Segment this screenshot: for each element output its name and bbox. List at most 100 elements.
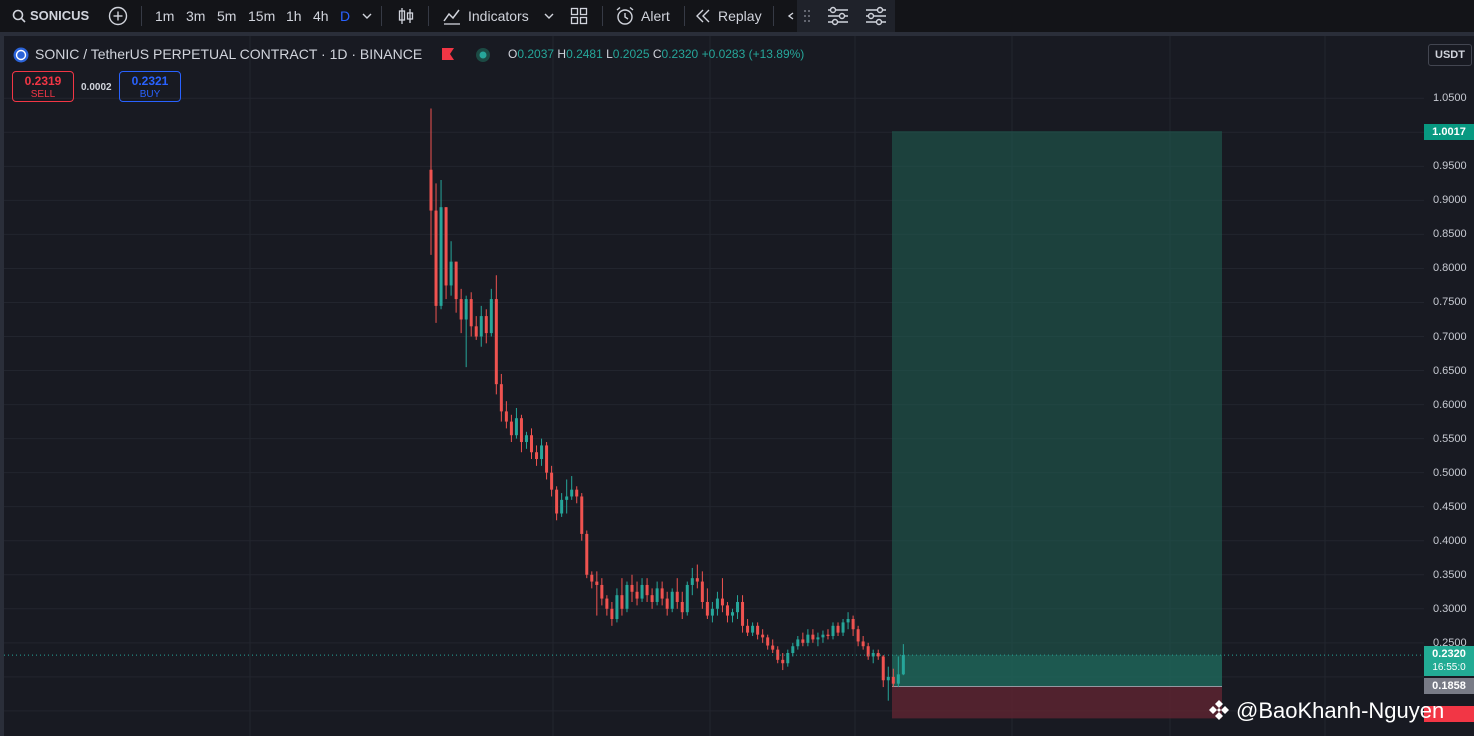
candlestick-chart[interactable]	[4, 36, 1424, 736]
candle-body	[670, 591, 674, 609]
candle-body	[856, 629, 860, 642]
timeframe-3m[interactable]: 3m	[186, 8, 206, 24]
indicators-icon[interactable]	[442, 6, 462, 26]
buy-label: BUY	[139, 89, 161, 100]
candle-body	[580, 496, 584, 534]
candle-body	[535, 452, 539, 460]
symbol-search[interactable]: SONICUSI	[30, 8, 90, 23]
price-tick-label: 0.9000	[1433, 194, 1467, 207]
candle-body	[434, 210, 438, 306]
candle-body	[821, 634, 825, 638]
alert-button[interactable]: Alert	[641, 8, 670, 24]
candle-body	[605, 598, 609, 609]
candle-body	[660, 588, 664, 599]
candles-group	[429, 108, 905, 701]
flag-icon[interactable]	[441, 47, 455, 61]
undo-icon[interactable]	[787, 11, 797, 21]
candle-body	[474, 326, 478, 337]
stop-price-label	[1424, 706, 1474, 722]
ohlc-readout: O0.2037 H0.2481 L0.2025 C0.2320 +0.0283 …	[508, 47, 804, 61]
candle-body	[751, 625, 755, 633]
settings-sliders-icon[interactable]	[865, 5, 887, 27]
drag-handle-icon[interactable]	[803, 9, 811, 23]
price-tick-label: 0.5000	[1433, 466, 1467, 479]
indicators-button[interactable]: Indicators	[468, 8, 529, 24]
symbol-title[interactable]: SONIC / TetherUS PERPETUAL CONTRACT · 1D…	[35, 46, 423, 62]
currency-selector[interactable]: USDT	[1428, 44, 1472, 66]
settings-sliders-icon[interactable]	[827, 5, 849, 27]
filled-profit-zone	[892, 655, 1222, 687]
candle-body	[731, 612, 734, 616]
candle-body	[685, 584, 689, 613]
candle-body	[680, 601, 684, 613]
candle-body	[620, 595, 624, 609]
add-symbol-icon[interactable]	[108, 6, 128, 26]
candle-body	[665, 598, 669, 609]
replay-icon[interactable]	[695, 9, 711, 23]
low-label: L	[606, 47, 613, 61]
candle-body	[650, 595, 654, 602]
price-tick-label: 0.4500	[1433, 500, 1467, 513]
candle-body	[836, 625, 840, 633]
toolbar-divider	[602, 6, 603, 26]
candle-body	[464, 299, 468, 320]
candle-body	[876, 653, 880, 657]
candle-body	[625, 584, 629, 609]
candle-body	[449, 261, 453, 286]
price-axis[interactable]: 1.0500 0.9500 0.9000 0.8500 0.8000 0.7500 0.70…	[1424, 36, 1474, 736]
bar-countdown: 16:55:0	[1432, 662, 1466, 673]
candle-body	[479, 316, 483, 337]
candles-icon[interactable]	[396, 6, 416, 26]
candle-body	[494, 299, 498, 385]
market-open-dot-icon	[476, 48, 490, 62]
buy-button[interactable]: 0.2321 BUY	[119, 71, 181, 102]
candle-body	[846, 619, 850, 623]
candle-body	[545, 445, 549, 473]
candle-body	[831, 625, 835, 637]
chart-pane[interactable]	[0, 36, 1424, 736]
candle-body	[514, 418, 518, 436]
search-icon[interactable]	[12, 9, 26, 23]
candle-body	[901, 655, 905, 675]
timeframe-4h[interactable]: 4h	[313, 8, 329, 24]
candle-body	[570, 489, 574, 497]
price-tick-label: 0.2500	[1433, 636, 1467, 649]
chevron-down-icon[interactable]	[362, 12, 372, 20]
candle-body	[861, 641, 865, 647]
candle-body	[519, 418, 523, 443]
candle-body	[504, 411, 508, 422]
chevron-down-icon[interactable]	[544, 12, 554, 20]
price-tick-label: 0.4000	[1433, 534, 1467, 547]
high-value: 0.2481	[566, 47, 603, 61]
toolbar-divider	[684, 6, 685, 26]
timeframe-1m[interactable]: 1m	[155, 8, 175, 24]
candle-body	[866, 646, 870, 657]
binance-logo-icon	[1209, 700, 1229, 720]
candle-body	[630, 584, 634, 592]
toolbar-divider	[381, 6, 382, 26]
sell-button[interactable]: 0.2319 SELL	[12, 71, 74, 102]
candle-body	[715, 598, 719, 609]
alert-clock-icon[interactable]	[615, 6, 635, 26]
price-tick-label: 1.0500	[1433, 92, 1467, 105]
top-toolbar: SONICUSI 1m 3m 5m 15m 1h 4h D Indicators…	[0, 0, 1474, 36]
low-value: 0.2025	[612, 47, 650, 61]
replay-button[interactable]: Replay	[718, 8, 762, 24]
timeframe-1h[interactable]: 1h	[286, 8, 302, 24]
candle-body	[705, 601, 709, 616]
timeframe-15m[interactable]: 15m	[248, 8, 276, 24]
timeframe-5m[interactable]: 5m	[217, 8, 237, 24]
candle-body	[871, 653, 875, 657]
long-position-tool	[892, 131, 1222, 719]
candle-body	[555, 489, 559, 514]
price-tick-label: 0.7500	[1433, 296, 1467, 309]
candle-body	[841, 622, 845, 633]
sonic-coin-icon	[13, 47, 29, 63]
toolbar-divider	[773, 6, 774, 26]
layouts-icon[interactable]	[570, 7, 588, 25]
candle-body	[489, 299, 493, 334]
toolbar-divider	[141, 6, 142, 26]
candle-body	[781, 659, 785, 664]
floating-toolbar	[797, 0, 895, 32]
timeframe-d[interactable]: D	[340, 8, 351, 24]
